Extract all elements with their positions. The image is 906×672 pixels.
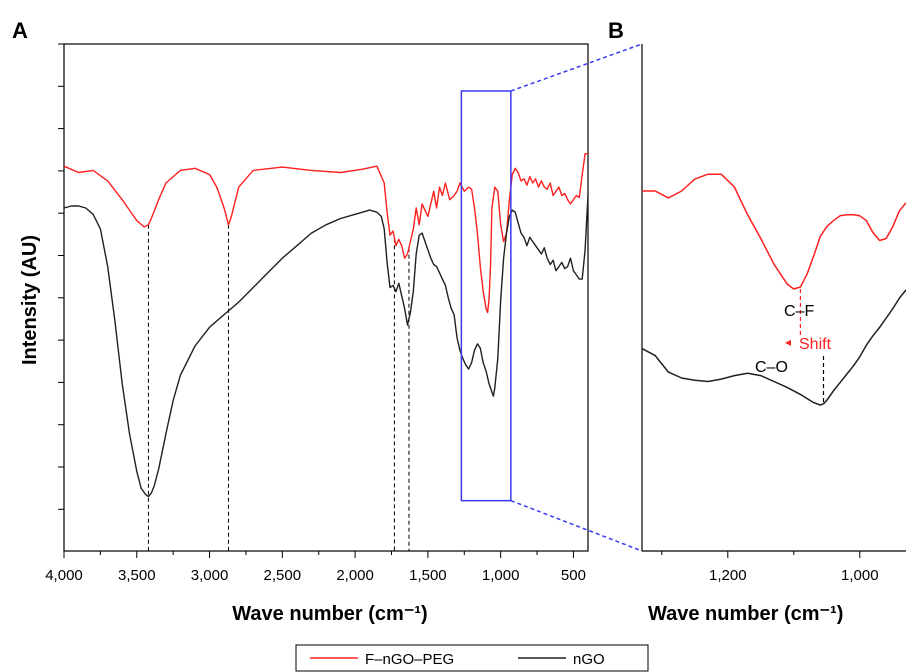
annotation-shift: Shift xyxy=(799,336,832,353)
shift-arrow-icon: ◂ xyxy=(785,335,791,349)
panel-a-x-ticks: 4,000 3,500 3,000 2,500 2,000 1,500 1,000 500 xyxy=(45,551,586,584)
legend-label-f-ngo-peg: F–nGO–PEG xyxy=(365,651,454,668)
x-tick-label: 1,500 xyxy=(409,567,447,584)
zoom-box xyxy=(460,90,512,502)
annotation-c-f: C–F xyxy=(784,303,814,320)
x-tick-label: 1,000 xyxy=(482,567,520,584)
panel-b-x-axis-title: Wave number (cm⁻¹) xyxy=(648,603,843,625)
panel-a-guide-lines xyxy=(147,224,410,551)
x-tick-label: 3,000 xyxy=(191,567,229,584)
panel-b-letter: B xyxy=(608,18,624,43)
x-tick-label: 1,200 xyxy=(709,567,747,584)
x-tick-label: 2,500 xyxy=(264,567,302,584)
panel-b-series xyxy=(641,173,906,406)
panel-a-y-ticks xyxy=(58,43,64,510)
panel-a-frame xyxy=(63,43,589,552)
panel-a-series xyxy=(63,153,589,498)
legend: F–nGO–PEG nGO xyxy=(295,644,649,672)
annotation-c-o: C–O xyxy=(755,359,788,376)
zoom-connector-bottom xyxy=(510,499,643,552)
zoom-series-line-ngo xyxy=(641,289,906,406)
panel-b-x-ticks: 1,200 1,000 xyxy=(661,551,879,584)
x-tick-label: 4,000 xyxy=(45,567,83,584)
x-tick-label: 1,000 xyxy=(841,567,879,584)
legend-label-ngo: nGO xyxy=(573,651,605,668)
y-axis-title: Intensity (AU) xyxy=(19,235,41,365)
panel-b-guide-lines xyxy=(799,289,825,404)
zoom-series-line-f-ngo-peg xyxy=(642,173,906,290)
x-tick-label: 500 xyxy=(561,567,586,584)
series-line-f-ngo-peg xyxy=(63,153,588,314)
x-tick-label: 3,500 xyxy=(118,567,156,584)
x-tick-label: 2,000 xyxy=(336,567,374,584)
panel-a-x-axis-title: Wave number (cm⁻¹) xyxy=(232,603,427,625)
panel-a-letter: A xyxy=(12,18,28,43)
panel-a: 4,000 3,500 3,000 2,500 2,000 1,500 1,000 500 W… xyxy=(45,43,589,625)
zoom-connector-top xyxy=(510,43,643,92)
series-line-ngo xyxy=(63,195,589,498)
panel-b: 1,200 1,000 C–F ◂ Shift C–O Wave number (… xyxy=(641,44,906,625)
